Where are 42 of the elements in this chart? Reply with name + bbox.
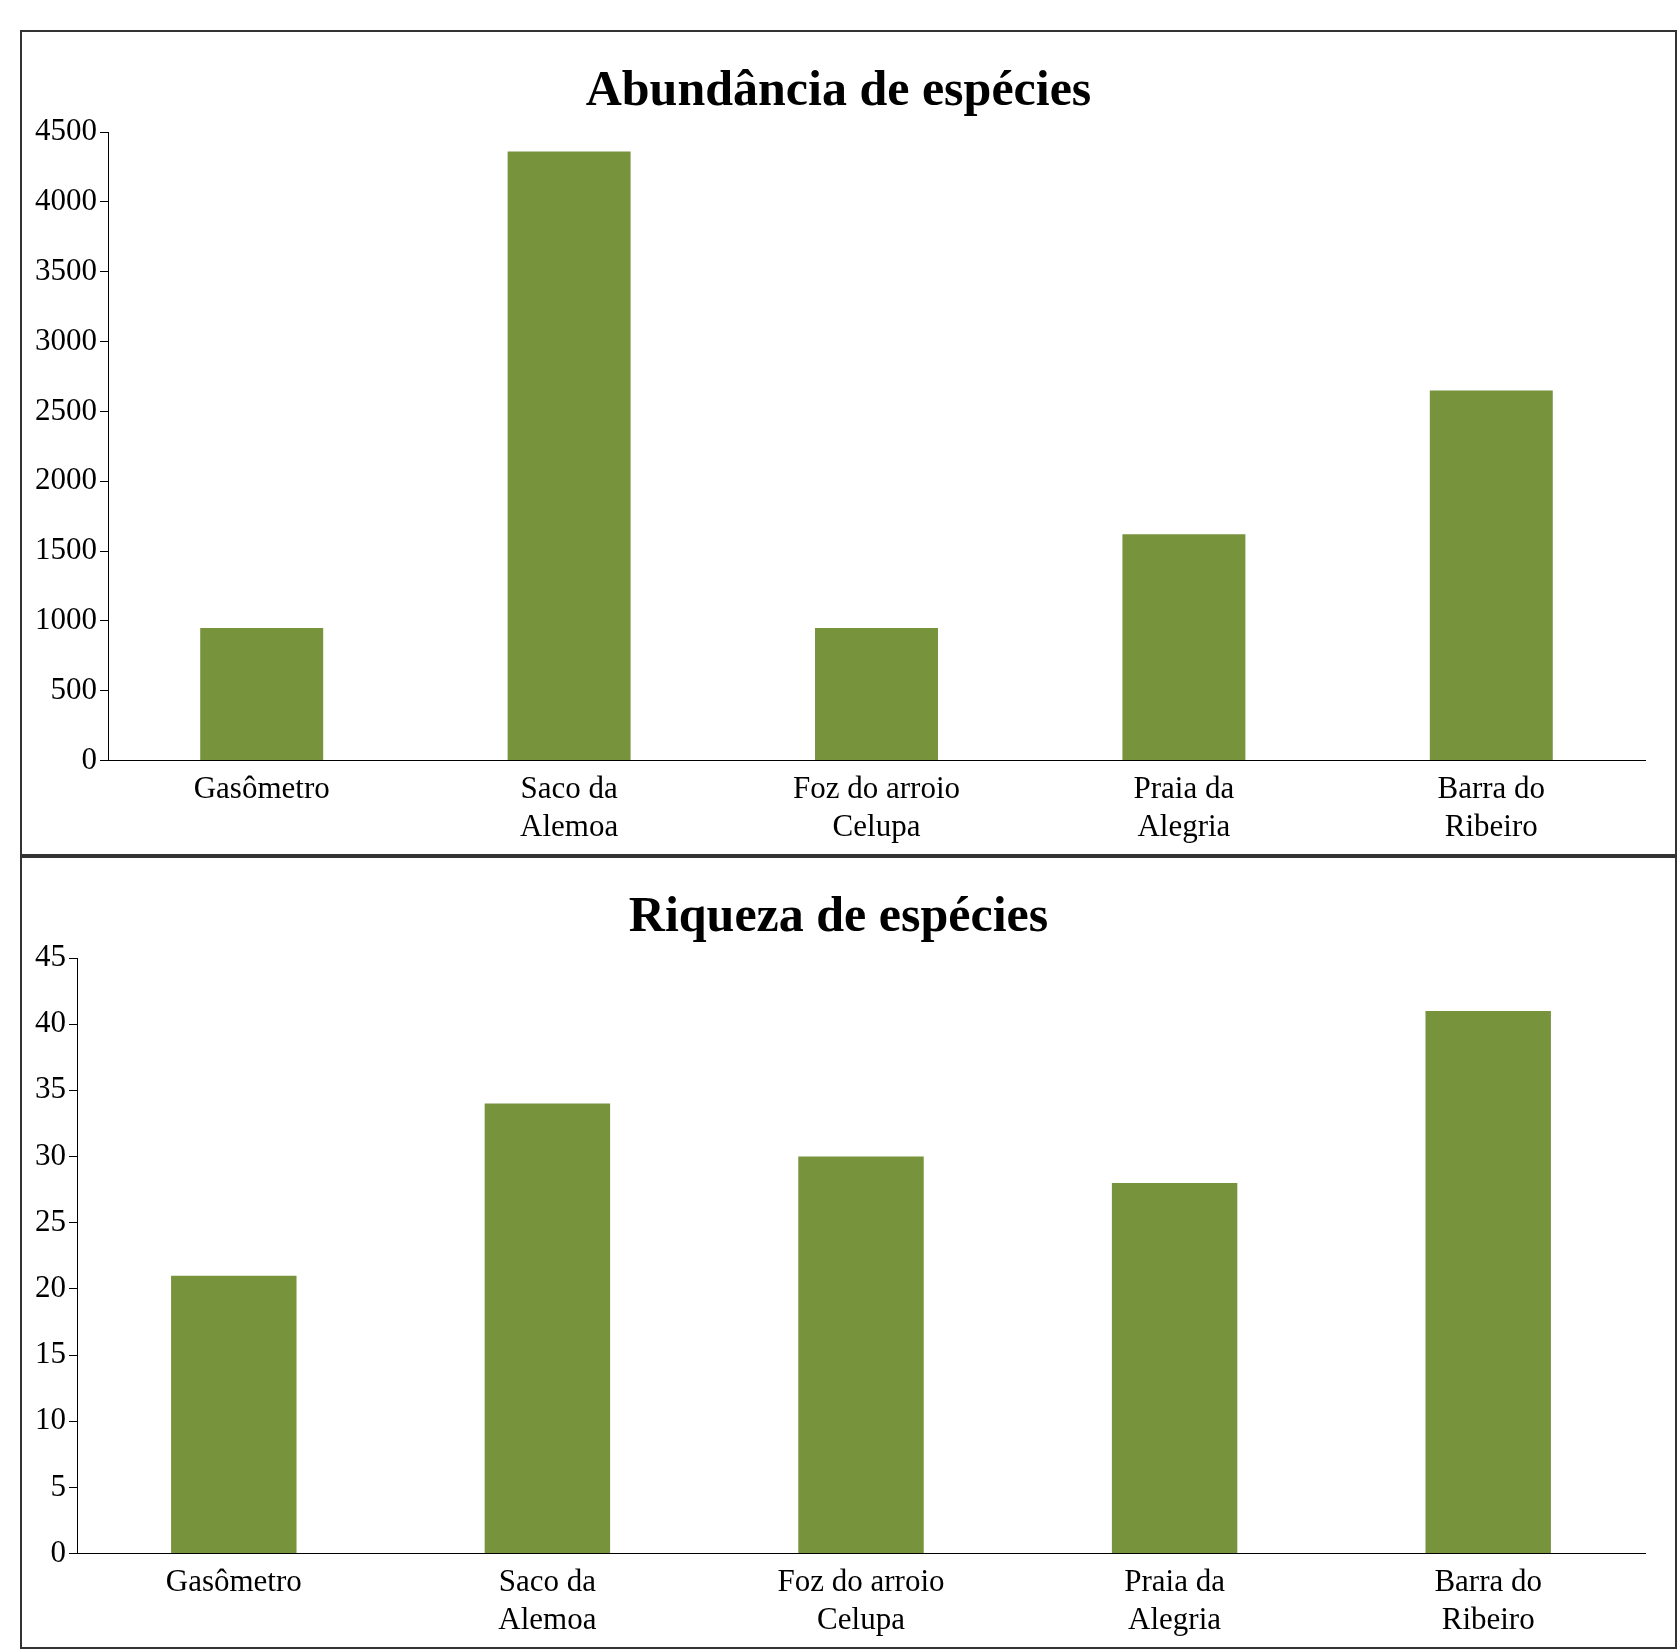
y-tick-label: 4000 [35,181,97,217]
y-tick-label: 40 [35,1004,66,1040]
x-tick-label: Barra do Ribeiro [1434,1563,1542,1636]
chart-title: Abundância de espécies [585,59,1092,116]
x-tick-label: Saco da Alemoa [520,770,619,843]
bar [171,1275,297,1554]
y-tick-label: 500 [50,670,97,706]
y-tick-label: 5 [50,1467,66,1503]
y-tick-label: 2000 [35,461,97,497]
x-tick-label: Saco da Alemoa [498,1563,597,1636]
x-tick-label: Praia da Alegria [1124,1563,1226,1636]
y-tick-label: 25 [35,1202,66,1238]
y-tick-label: 1500 [35,531,97,567]
bar [484,1103,611,1554]
bar [815,627,938,761]
bar [200,627,324,761]
y-tick-label: 30 [35,1136,66,1172]
x-tick-label: Foz do arroio Celupa [792,770,961,843]
y-tick-label: 4500 [35,112,97,148]
y-tick-label: 0 [50,1533,66,1569]
bar [1425,1010,1551,1554]
x-tick-label: Barra do Ribeiro [1437,770,1546,843]
x-tick-label: Gasômetro [165,1563,302,1599]
bar [1111,1183,1238,1554]
bar [798,1156,924,1554]
x-tick-label: Gasômetro [193,770,330,806]
y-tick-label: 20 [35,1269,66,1305]
bar [1429,390,1553,761]
y-tick-label: 35 [35,1070,66,1106]
x-tick-label: Foz do arroio Celupa [777,1563,945,1636]
y-tick-label: 0 [81,740,97,776]
bar [507,151,631,761]
y-tick-label: 3500 [35,251,97,287]
bar [1122,534,1246,761]
y-tick-label: 3000 [35,321,97,357]
y-tick-label: 10 [35,1401,66,1437]
y-tick-label: 1000 [35,601,97,637]
chart-title: Riqueza de espécies [628,885,1049,942]
y-tick-label: 45 [35,938,66,974]
y-tick-label: 2500 [35,391,97,427]
x-tick-label: Praia da Alegria [1133,770,1235,843]
y-tick-label: 15 [35,1335,66,1371]
